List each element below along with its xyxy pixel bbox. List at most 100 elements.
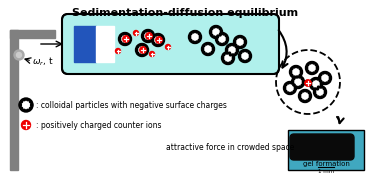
Circle shape xyxy=(214,36,215,38)
Circle shape xyxy=(316,88,324,96)
Circle shape xyxy=(155,36,161,44)
Circle shape xyxy=(227,46,229,48)
Circle shape xyxy=(299,95,301,97)
Circle shape xyxy=(222,57,224,59)
Circle shape xyxy=(320,83,322,85)
Circle shape xyxy=(320,74,322,76)
Circle shape xyxy=(29,107,31,109)
Circle shape xyxy=(233,54,234,56)
Circle shape xyxy=(152,33,164,46)
Circle shape xyxy=(145,46,147,48)
Circle shape xyxy=(137,52,139,54)
Circle shape xyxy=(302,100,304,102)
Circle shape xyxy=(155,44,157,46)
Circle shape xyxy=(214,26,215,28)
Circle shape xyxy=(309,95,311,97)
Circle shape xyxy=(324,91,326,93)
Circle shape xyxy=(211,28,213,30)
Circle shape xyxy=(143,44,144,46)
Circle shape xyxy=(144,32,152,40)
Circle shape xyxy=(315,70,317,72)
Circle shape xyxy=(211,34,213,36)
Circle shape xyxy=(239,55,241,57)
Circle shape xyxy=(291,68,293,70)
Circle shape xyxy=(20,101,22,103)
Circle shape xyxy=(121,35,129,43)
Circle shape xyxy=(310,72,311,74)
Circle shape xyxy=(196,31,198,33)
Circle shape xyxy=(306,100,308,102)
Circle shape xyxy=(294,78,302,86)
Circle shape xyxy=(149,40,150,42)
Circle shape xyxy=(284,81,296,95)
Circle shape xyxy=(299,74,301,76)
Text: $\omega_r$, t: $\omega_r$, t xyxy=(32,56,54,68)
Circle shape xyxy=(234,41,236,43)
Circle shape xyxy=(236,49,238,51)
Circle shape xyxy=(301,78,303,80)
Circle shape xyxy=(129,38,131,40)
Circle shape xyxy=(328,80,330,82)
Circle shape xyxy=(318,86,319,88)
Circle shape xyxy=(315,94,317,96)
Circle shape xyxy=(313,86,327,99)
Circle shape xyxy=(198,33,200,35)
Circle shape xyxy=(120,35,122,37)
Circle shape xyxy=(321,96,322,98)
Circle shape xyxy=(139,44,141,46)
Circle shape xyxy=(223,60,225,62)
Circle shape xyxy=(226,62,227,64)
Circle shape xyxy=(143,32,145,34)
Circle shape xyxy=(241,46,243,48)
Circle shape xyxy=(323,94,325,96)
Circle shape xyxy=(27,99,29,101)
Circle shape xyxy=(151,38,153,40)
Circle shape xyxy=(140,47,146,53)
Circle shape xyxy=(145,52,147,54)
Circle shape xyxy=(299,76,301,78)
Circle shape xyxy=(293,66,295,68)
Circle shape xyxy=(155,34,157,36)
Text: : colloidal particles with negative surface charges: : colloidal particles with negative surf… xyxy=(36,100,227,109)
Circle shape xyxy=(226,49,228,51)
Circle shape xyxy=(156,37,162,43)
Circle shape xyxy=(116,49,121,54)
Bar xyxy=(10,30,55,38)
Circle shape xyxy=(226,43,239,56)
Circle shape xyxy=(244,41,246,43)
Circle shape xyxy=(118,33,132,46)
Circle shape xyxy=(237,46,239,48)
Circle shape xyxy=(307,64,309,66)
Circle shape xyxy=(319,77,321,79)
Circle shape xyxy=(288,82,289,84)
Text: gel formation: gel formation xyxy=(302,161,349,167)
Circle shape xyxy=(159,34,161,36)
Circle shape xyxy=(311,80,313,82)
Circle shape xyxy=(299,68,301,70)
Circle shape xyxy=(302,81,304,83)
Circle shape xyxy=(210,31,212,33)
Circle shape xyxy=(203,45,205,47)
Circle shape xyxy=(206,43,207,45)
Circle shape xyxy=(235,52,237,54)
Circle shape xyxy=(209,43,211,45)
Circle shape xyxy=(306,90,308,92)
Circle shape xyxy=(17,52,22,58)
Circle shape xyxy=(128,35,130,37)
Circle shape xyxy=(310,62,311,64)
Circle shape xyxy=(219,34,221,36)
Circle shape xyxy=(320,80,322,82)
Circle shape xyxy=(146,30,147,32)
Circle shape xyxy=(206,53,207,55)
Circle shape xyxy=(328,74,330,76)
Circle shape xyxy=(217,26,218,28)
Circle shape xyxy=(248,52,250,54)
Circle shape xyxy=(153,42,155,44)
Circle shape xyxy=(226,38,228,40)
Circle shape xyxy=(300,71,302,73)
Circle shape xyxy=(291,82,293,84)
Circle shape xyxy=(159,44,161,46)
Circle shape xyxy=(191,33,198,41)
Bar xyxy=(96,26,114,62)
Circle shape xyxy=(22,121,31,130)
